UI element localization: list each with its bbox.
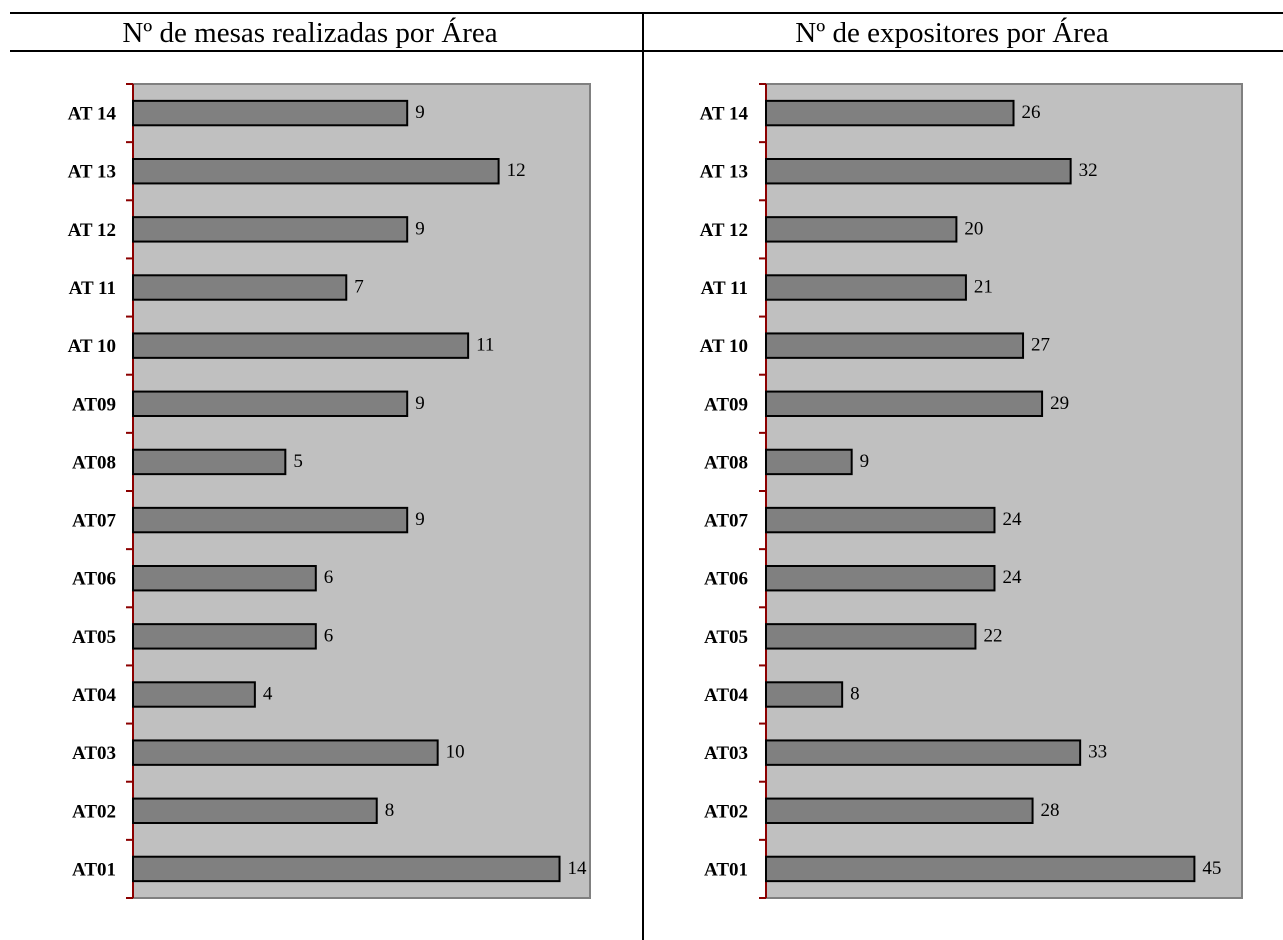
data-label: 20 — [964, 218, 983, 239]
category-label: AT04 — [704, 685, 748, 706]
chart-mesas-por-area: AT 14 9 AT 13 12 AT 12 9 AT 11 7 AT 10 11 AT09 9 AT0… — [68, 83, 591, 899]
plot-area — [132, 83, 591, 899]
bar — [765, 274, 967, 301]
category-label: AT07 — [704, 511, 748, 532]
bar — [132, 274, 348, 301]
data-label: 7 — [354, 277, 364, 298]
category-label: AT 13 — [68, 162, 116, 183]
data-label: 9 — [415, 102, 425, 123]
category-label: AT02 — [704, 801, 748, 822]
category-label: AT05 — [704, 627, 748, 648]
category-label: AT02 — [72, 801, 116, 822]
data-label: 5 — [293, 451, 303, 472]
data-label: 9 — [415, 393, 425, 414]
bar — [765, 390, 1044, 417]
bar — [765, 681, 844, 708]
bar — [132, 216, 409, 243]
category-label: AT04 — [72, 685, 116, 706]
data-label: 33 — [1088, 742, 1107, 763]
data-label: 29 — [1050, 393, 1069, 414]
data-label: 32 — [1079, 160, 1098, 181]
data-label: 24 — [1002, 567, 1022, 588]
bar — [765, 99, 1015, 127]
bar — [132, 797, 378, 824]
data-label: 4 — [263, 684, 273, 705]
bar — [765, 216, 958, 243]
bar — [132, 623, 317, 650]
bar — [765, 855, 1196, 883]
data-label: 6 — [324, 567, 334, 588]
data-label: 6 — [324, 625, 334, 646]
bar — [765, 158, 1072, 185]
category-label: AT 10 — [700, 336, 748, 357]
chart-1-title: Nº de mesas realizadas por Área — [122, 16, 497, 49]
category-label: AT 10 — [68, 336, 116, 357]
data-label: 26 — [1022, 102, 1041, 123]
category-label: AT03 — [704, 743, 748, 764]
data-label: 45 — [1202, 858, 1221, 879]
bar — [765, 506, 996, 534]
bar — [132, 855, 561, 883]
data-label: 11 — [476, 335, 494, 356]
bar — [765, 565, 996, 592]
data-label: 14 — [568, 858, 588, 879]
data-label: 21 — [974, 277, 993, 298]
bar — [132, 448, 287, 476]
category-label: AT03 — [72, 743, 116, 764]
data-label: 8 — [850, 684, 860, 705]
bar — [132, 506, 409, 534]
data-label: 22 — [983, 625, 1002, 646]
plot-area — [765, 83, 1243, 899]
category-label: AT 11 — [69, 278, 116, 299]
bar — [132, 332, 470, 359]
data-label: 28 — [1041, 800, 1060, 821]
bar — [765, 448, 853, 476]
data-label: 12 — [507, 160, 526, 181]
category-label: AT07 — [72, 511, 116, 532]
category-label: AT 12 — [700, 220, 748, 241]
data-label: 10 — [446, 742, 465, 763]
category-label: AT 11 — [701, 278, 748, 299]
bar — [765, 623, 977, 650]
category-label: AT06 — [704, 569, 748, 590]
category-label: AT 13 — [700, 162, 748, 183]
bar — [132, 390, 409, 417]
category-label: AT08 — [704, 452, 748, 473]
data-label: 24 — [1002, 509, 1022, 530]
bar — [132, 99, 409, 127]
category-label: AT05 — [72, 627, 116, 648]
category-label: AT 14 — [68, 104, 117, 125]
chart-2-title: Nº de expositores por Área — [795, 16, 1109, 49]
category-label: AT01 — [704, 859, 748, 880]
category-label: AT01 — [72, 859, 116, 880]
category-label: AT 14 — [700, 104, 749, 125]
category-label: AT09 — [72, 394, 116, 415]
category-label: AT09 — [704, 394, 748, 415]
bar — [132, 565, 317, 592]
bar — [765, 739, 1082, 766]
bar — [765, 797, 1034, 824]
category-label: AT08 — [72, 452, 116, 473]
data-label: 9 — [415, 218, 425, 239]
category-label: AT06 — [72, 569, 116, 590]
bar — [132, 739, 439, 766]
bar — [132, 681, 256, 708]
bar — [765, 332, 1025, 359]
data-label: 9 — [415, 509, 425, 530]
bar — [132, 158, 500, 185]
chart-expositores-por-area: AT 14 26 AT 13 32 AT 12 20 AT 11 21 AT 10 27 AT09 2… — [700, 83, 1243, 899]
data-label: 9 — [860, 451, 870, 472]
data-label: 27 — [1031, 335, 1050, 356]
data-label: 8 — [385, 800, 395, 821]
category-label: AT 12 — [68, 220, 116, 241]
